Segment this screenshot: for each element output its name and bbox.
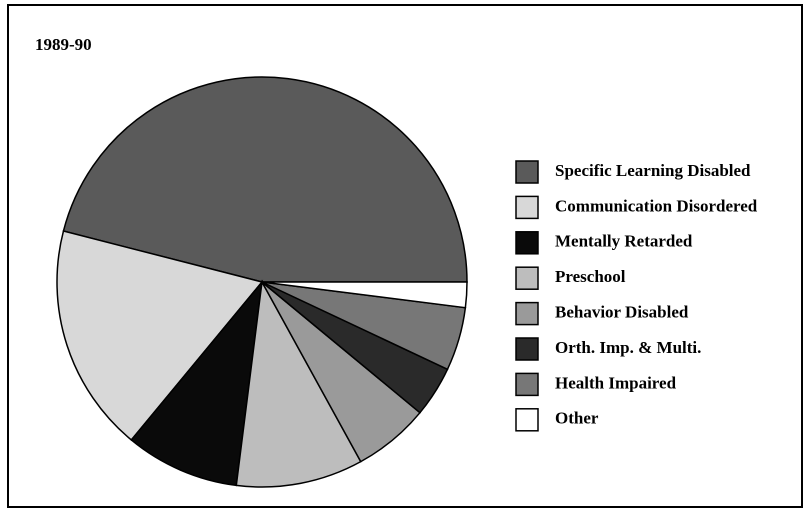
legend-swatch [515,337,539,361]
legend-label: Orth. Imp. & Multi. [555,338,701,357]
legend-swatch [515,231,539,255]
legend-swatch [515,301,539,326]
pie-slice [62,76,468,283]
legend-swatch [515,408,539,432]
legend-swatch [515,266,539,290]
pie-slice [130,279,264,487]
legend-label: Specific Learning Disabled [555,161,751,180]
legend-swatch [515,195,539,220]
legend-label: Other [555,409,599,428]
pie-slice [56,230,264,442]
legend-swatch [515,160,539,184]
chart-title: 1989-90 [35,35,92,54]
legend-label: Behavior Disabled [555,303,689,322]
legend-swatch [515,372,539,397]
pie-slice [261,281,468,309]
legend-label: Preschool [555,267,626,286]
legend-label: Communication Disordered [555,196,758,215]
pie-slice [235,279,362,488]
legend-label: Mentally Retarded [555,232,693,251]
legend-label: Health Impaired [555,373,677,392]
